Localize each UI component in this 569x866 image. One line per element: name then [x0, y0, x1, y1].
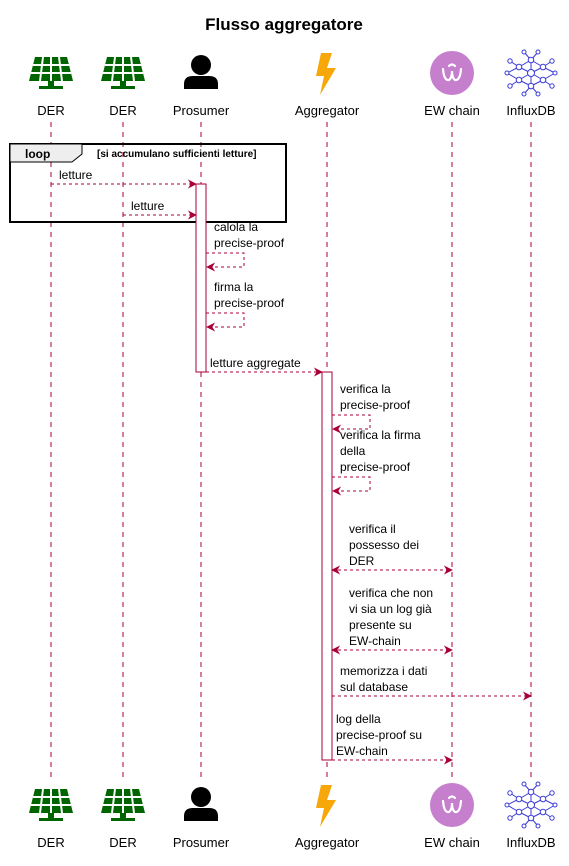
activation-bar-prosumer [195, 183, 207, 373]
loop-condition: [si accumulano sufficienti letture] [97, 149, 256, 160]
self-message-arrow [206, 252, 245, 272]
lightning-bolt-icon [316, 53, 336, 95]
message-label: letture [59, 168, 93, 182]
loop-tab [9, 143, 83, 163]
solar-panel-icon [29, 788, 73, 821]
participant-label: Prosumer [173, 103, 230, 118]
ew-chain-logo-icon [430, 51, 474, 95]
message-label: della [340, 444, 366, 458]
person-icon [184, 787, 218, 821]
person-icon [184, 55, 218, 89]
participant-label: DER [109, 103, 136, 118]
message-11: log della precise-proof su EW-chain [332, 712, 453, 765]
message-label: presente su [349, 618, 412, 632]
message-label: precise-proof su [336, 728, 422, 742]
message-label: verifica il [349, 522, 396, 536]
message-label: firma la [214, 280, 254, 294]
participant-der2-top: DER [101, 56, 145, 118]
participant-aggregator-top: Aggregator [295, 53, 360, 118]
participant-prosumer-top: Prosumer [173, 55, 230, 118]
solar-panel-icon [101, 788, 145, 821]
message-label: precise-proof [214, 296, 285, 310]
message-label: precise-proof [340, 398, 411, 412]
message-label: precise-proof [214, 236, 285, 250]
loop-keyword: loop [25, 147, 50, 161]
message-label: verifica che non [349, 586, 433, 600]
lightning-bolt-icon [316, 785, 336, 827]
participant-prosumer-bottom: Prosumer [173, 787, 230, 850]
message-2: letture [123, 199, 197, 220]
participant-label: Aggregator [295, 835, 360, 850]
participant-label: Prosumer [173, 835, 230, 850]
message-label: EW-chain [336, 744, 388, 758]
message-label: verifica la [340, 382, 391, 396]
participant-label: DER [37, 103, 64, 118]
message-label: sul database [340, 680, 408, 694]
loop-frame [9, 143, 287, 223]
message-7: verifica la firma della precise-proof [332, 428, 421, 496]
solar-panel-icon [101, 56, 145, 89]
influxdb-logo-icon [504, 781, 558, 829]
participant-der2-bottom: DER [101, 788, 145, 850]
message-label: verifica la firma [340, 428, 421, 442]
self-message-arrow [332, 414, 371, 434]
message-label: precise-proof [340, 460, 411, 474]
participant-label: EW chain [424, 835, 480, 850]
message-1: letture [51, 168, 197, 189]
message-label: vi sia un log già [349, 602, 432, 616]
participant-influxdb-bottom: InfluxDB [504, 781, 558, 850]
message-label: memorizza i dati [340, 664, 427, 678]
message-8: verifica il possesso dei DER [331, 522, 453, 575]
participant-der1-top: DER [29, 56, 73, 118]
participant-aggregator-bottom: Aggregator [295, 785, 360, 850]
influxdb-logo-icon [504, 49, 558, 97]
activation-bar-aggregator [321, 371, 333, 761]
participant-label: EW chain [424, 103, 480, 118]
message-4: firma la precise-proof [206, 280, 285, 332]
diagram-title: Flusso aggregatore [205, 15, 363, 34]
participant-label: Aggregator [295, 103, 360, 118]
message-label: letture aggregate [210, 356, 301, 370]
message-label: possesso dei [349, 538, 419, 552]
message-3: calola la precise-proof [206, 220, 285, 272]
message-5: letture aggregate [206, 356, 323, 377]
participant-label: DER [109, 835, 136, 850]
self-message-arrow [206, 312, 245, 332]
solar-panel-icon [29, 56, 73, 89]
message-label: EW-chain [349, 634, 401, 648]
self-message-arrow [332, 476, 371, 496]
participant-ewchain-bottom: EW chain [424, 783, 480, 850]
participant-label: InfluxDB [506, 835, 555, 850]
participant-label: DER [37, 835, 64, 850]
message-10: memorizza i dati sul database [332, 664, 532, 701]
participant-influxdb-top: InfluxDB [504, 49, 558, 118]
participant-der1-bottom: DER [29, 788, 73, 850]
message-label: calola la [214, 220, 258, 234]
message-label: letture [131, 199, 165, 213]
message-label: DER [349, 554, 375, 568]
message-label: log della [336, 712, 381, 726]
participant-label: InfluxDB [506, 103, 555, 118]
ew-chain-logo-icon [430, 783, 474, 827]
message-6: verifica la precise-proof [332, 382, 411, 434]
participant-ewchain-top: EW chain [424, 51, 480, 118]
message-9: verifica che non vi sia un log già present… [331, 586, 453, 655]
